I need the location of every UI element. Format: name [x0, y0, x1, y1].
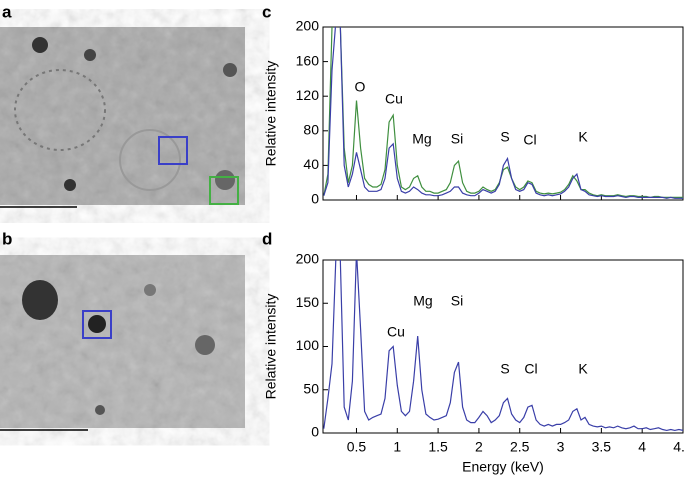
element-label: S	[500, 361, 509, 377]
y-tick-label: 0	[311, 191, 319, 207]
element-label: Si	[451, 293, 463, 309]
spectrum-line	[323, 260, 683, 432]
element-label: K	[578, 129, 588, 145]
y-tick-label: 200	[296, 18, 320, 34]
plot-frame	[322, 26, 684, 201]
element-label: Cl	[524, 361, 537, 377]
spectrum-line	[323, 27, 683, 199]
y-tick-label: 0	[311, 424, 319, 440]
y-tick-label: 100	[296, 337, 320, 353]
y-tick-label: 200	[296, 251, 320, 267]
x-tick-label: 1	[393, 439, 401, 455]
element-label: O	[355, 79, 366, 95]
panel-label: d	[262, 229, 272, 248]
x-tick-label: 0.5	[347, 439, 367, 455]
x-tick-label: 1.5	[428, 439, 448, 455]
y-tick-label: 150	[296, 294, 320, 310]
element-label: Si	[451, 131, 463, 147]
element-label: Cl	[523, 132, 536, 148]
y-tick-label: 80	[303, 122, 319, 138]
panel-label: c	[262, 2, 271, 21]
panel-label: a	[2, 2, 12, 21]
micrograph-b	[0, 255, 245, 431]
y-tick-label: 40	[303, 156, 319, 172]
x-tick-label: 3	[557, 439, 565, 455]
x-axis-label: Energy (keV)	[462, 459, 544, 475]
x-tick-label: 4.5	[673, 439, 685, 455]
panel-label: b	[2, 229, 12, 248]
x-tick-label: 3.5	[592, 439, 612, 455]
element-label: Cu	[387, 324, 405, 340]
y-axis-label: Relative intensity	[263, 61, 279, 167]
plot-frame	[322, 259, 684, 434]
x-tick-label: 2.5	[510, 439, 530, 455]
x-tick-label: 2	[475, 439, 483, 455]
y-tick-label: 160	[296, 52, 320, 68]
micrograph-a	[0, 27, 245, 208]
element-label: Cu	[385, 91, 403, 107]
spectrum-line	[323, 27, 683, 199]
y-tick-label: 120	[296, 87, 320, 103]
element-label: S	[500, 129, 509, 145]
x-tick-label: 4	[638, 439, 646, 455]
element-label: Mg	[413, 293, 432, 309]
y-tick-label: 50	[303, 380, 319, 396]
element-label: Mg	[412, 131, 431, 147]
y-axis-label: Relative intensity	[263, 294, 279, 400]
element-label: K	[578, 361, 588, 377]
